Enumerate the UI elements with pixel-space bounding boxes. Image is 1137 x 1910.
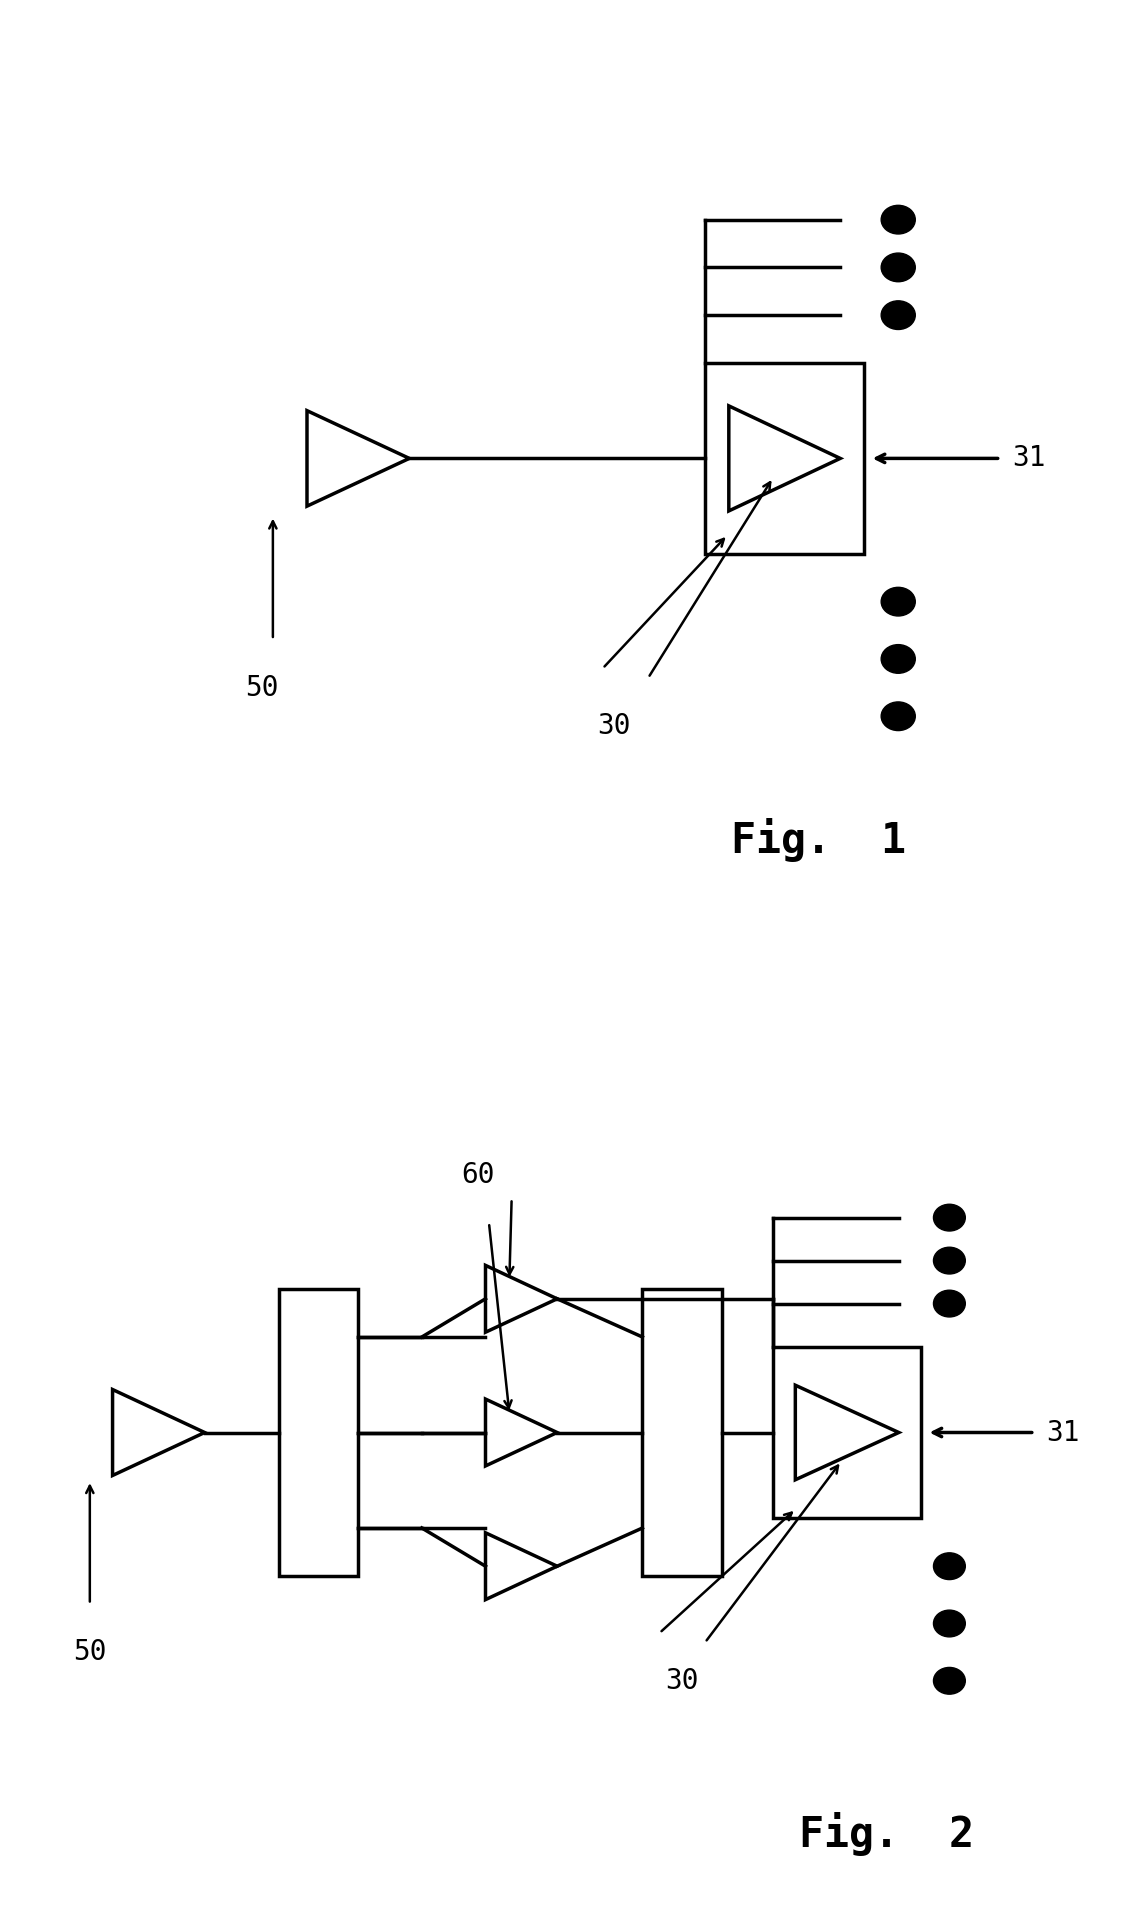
Circle shape	[881, 701, 915, 730]
Text: 60: 60	[460, 1161, 495, 1188]
Bar	[705, 363, 864, 554]
Circle shape	[881, 206, 915, 235]
Bar	[279, 1289, 358, 1576]
Bar	[642, 1289, 722, 1576]
Circle shape	[933, 1553, 965, 1580]
Circle shape	[933, 1610, 965, 1637]
Bar	[773, 1347, 921, 1518]
Text: 31: 31	[1012, 445, 1045, 472]
Text: Fig.  1: Fig. 1	[731, 817, 906, 863]
Text: 30: 30	[597, 712, 631, 739]
Circle shape	[881, 644, 915, 674]
Circle shape	[933, 1291, 965, 1318]
Text: 31: 31	[1046, 1419, 1079, 1446]
Circle shape	[933, 1247, 965, 1274]
Circle shape	[881, 300, 915, 329]
Text: 30: 30	[665, 1667, 699, 1694]
Text: 50: 50	[73, 1639, 107, 1666]
Circle shape	[881, 588, 915, 615]
Text: Fig.  2: Fig. 2	[799, 1811, 974, 1857]
Circle shape	[933, 1205, 965, 1232]
Circle shape	[881, 252, 915, 283]
Circle shape	[933, 1667, 965, 1694]
Text: 50: 50	[244, 674, 279, 701]
